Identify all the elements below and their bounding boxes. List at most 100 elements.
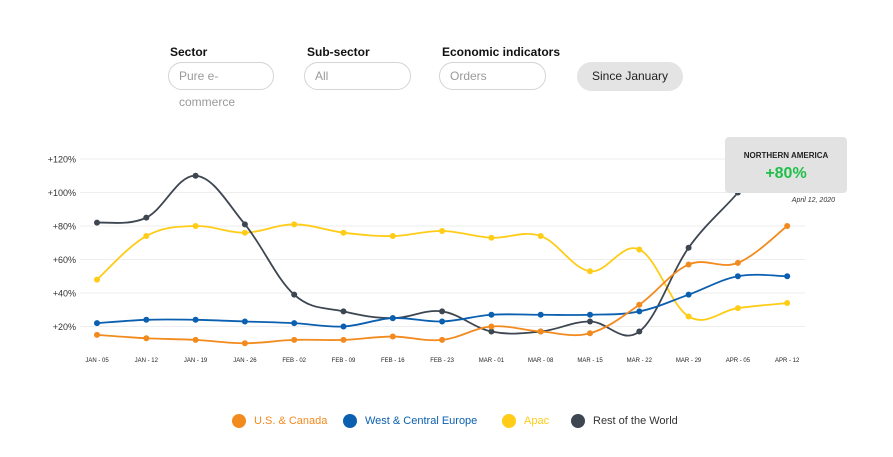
legend-item-us-canada[interactable]: U.S. & Canada — [232, 414, 327, 428]
legend-label: U.S. & Canada — [254, 415, 328, 427]
tooltip-date: April 12, 2020 — [791, 197, 835, 204]
data-point[interactable] — [685, 313, 692, 320]
data-point[interactable] — [537, 328, 544, 335]
data-point[interactable] — [94, 276, 100, 283]
indicators-label: Economic indicators — [442, 45, 561, 59]
y-tick-label: +60% — [53, 255, 76, 265]
data-point[interactable] — [389, 233, 396, 240]
data-point[interactable] — [389, 333, 396, 340]
data-point[interactable] — [241, 340, 248, 347]
data-point[interactable] — [192, 172, 199, 179]
data-point[interactable] — [192, 336, 199, 343]
data-point[interactable] — [340, 308, 347, 315]
legend-dot-icon — [502, 414, 516, 428]
x-tick-label: FEB - 02 — [282, 358, 306, 364]
data-point[interactable] — [488, 311, 495, 318]
data-point[interactable] — [241, 221, 248, 228]
sector-select[interactable]: Pure e-commerce — [168, 62, 274, 109]
data-point[interactable] — [784, 300, 791, 307]
subsector-label: Sub-sector — [307, 45, 370, 59]
data-point[interactable] — [734, 273, 741, 280]
data-point[interactable] — [636, 246, 643, 253]
data-point[interactable] — [94, 320, 100, 327]
data-point[interactable] — [685, 244, 692, 251]
series-line-apac — [96, 223, 788, 321]
data-point[interactable] — [192, 316, 199, 323]
data-point[interactable] — [685, 261, 692, 268]
data-point[interactable] — [488, 323, 495, 330]
sector-label: Sector — [170, 45, 208, 59]
legend-label: West & Central Europe — [365, 415, 478, 427]
data-point[interactable] — [488, 328, 495, 335]
data-point[interactable] — [587, 311, 593, 318]
x-tick-label: FEB - 23 — [430, 358, 454, 364]
y-tick-label: +40% — [53, 289, 76, 299]
data-point[interactable] — [537, 233, 544, 240]
x-tick-label: APR - 12 — [775, 358, 800, 364]
legend-dot-icon — [232, 414, 246, 428]
legend-dot-icon — [343, 414, 357, 428]
data-point[interactable] — [143, 335, 150, 342]
series-line-rest-of-the-world — [96, 171, 749, 337]
line-chart: +20% +40% +60% +80% +100% +120% JAN - 05 JAN - … — [48, 155, 805, 364]
data-point[interactable] — [784, 223, 791, 229]
y-tick-label: +100% — [48, 188, 76, 198]
x-tick-label: MAR - 22 — [627, 358, 653, 364]
data-point[interactable] — [94, 219, 100, 226]
since-january-button[interactable]: Since January — [577, 62, 683, 91]
x-tick-label: FEB - 16 — [381, 358, 405, 364]
data-point[interactable] — [291, 320, 298, 327]
data-point[interactable] — [439, 336, 446, 343]
y-tick-label: +20% — [53, 322, 76, 332]
x-tick-label: MAR - 01 — [479, 358, 505, 364]
data-point[interactable] — [439, 318, 446, 325]
data-point[interactable] — [241, 229, 248, 236]
x-tick-label: JAN - 12 — [135, 358, 159, 364]
data-point[interactable] — [192, 223, 199, 229]
x-tick-label: JAN - 26 — [233, 358, 257, 364]
y-tick-label: +120% — [48, 155, 76, 165]
data-point[interactable] — [636, 308, 643, 315]
x-tick-label: JAN - 05 — [85, 358, 109, 364]
data-point[interactable] — [291, 291, 298, 298]
data-point[interactable] — [439, 228, 446, 235]
data-point[interactable] — [587, 318, 593, 325]
data-point[interactable] — [291, 336, 298, 343]
legend-item-apac[interactable]: Apac — [502, 414, 549, 428]
data-point[interactable] — [537, 311, 544, 318]
data-point[interactable] — [587, 268, 593, 275]
x-tick-label: MAR - 08 — [528, 358, 554, 364]
data-point[interactable] — [94, 331, 100, 338]
data-point[interactable] — [340, 229, 347, 236]
data-point[interactable] — [389, 315, 396, 322]
data-point[interactable] — [241, 318, 248, 325]
data-point[interactable] — [636, 328, 643, 335]
series-line-u-s-canada — [96, 225, 788, 345]
tooltip-card: NORTHERN AMERICA +80% — [725, 137, 847, 193]
data-point[interactable] — [340, 323, 347, 330]
x-tick-label: MAR - 29 — [676, 358, 702, 364]
data-point[interactable] — [488, 234, 495, 241]
x-tick-label: MAR - 15 — [577, 358, 603, 364]
data-point[interactable] — [291, 221, 298, 228]
indicators-select[interactable]: Orders — [439, 62, 546, 90]
data-point[interactable] — [143, 233, 150, 240]
data-point[interactable] — [143, 214, 150, 221]
tooltip-region: NORTHERN AMERICA — [743, 151, 829, 160]
legend-item-west-central-europe[interactable]: West & Central Europe — [343, 414, 477, 428]
data-point[interactable] — [784, 273, 791, 280]
tooltip-value: +80% — [765, 165, 807, 182]
x-tick-label: JAN - 19 — [184, 358, 208, 364]
subsector-select[interactable]: All — [304, 62, 411, 90]
legend-item-rest-of-world[interactable]: Rest of the World — [571, 414, 678, 428]
data-point[interactable] — [587, 330, 593, 337]
data-point[interactable] — [439, 308, 446, 315]
data-point[interactable] — [143, 316, 150, 323]
data-point[interactable] — [636, 301, 643, 308]
data-point[interactable] — [734, 305, 741, 312]
y-tick-label: +80% — [53, 222, 76, 232]
data-point[interactable] — [685, 291, 692, 298]
data-point[interactable] — [340, 336, 347, 343]
data-point[interactable] — [734, 259, 741, 266]
x-tick-label: FEB - 09 — [332, 358, 356, 364]
